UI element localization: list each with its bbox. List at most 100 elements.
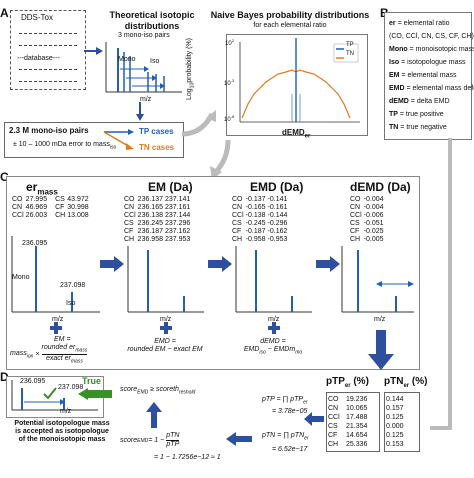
emd-cell: CS xyxy=(232,220,242,227)
nb-chart xyxy=(239,38,360,123)
score-eq-rest: = 1 − xyxy=(148,436,165,444)
nb-chart-frame xyxy=(226,34,368,136)
database-box: DDS-Tox ---database--- xyxy=(10,10,86,90)
ermass-cell: CCl xyxy=(12,212,24,219)
nb-ylabel: Log10probability (%) xyxy=(186,30,196,100)
ptp-title: pTP xyxy=(326,376,345,387)
ytick-bot-base: 10 xyxy=(224,117,231,123)
ptn-product: pTN = ∏ pTNer xyxy=(262,432,309,442)
panel-label-a: A xyxy=(0,6,9,20)
emd-row: CF -0.187 -0.162 xyxy=(232,228,289,236)
panel-c-box xyxy=(6,176,420,370)
ptp-title-sub: er xyxy=(344,383,351,389)
em-cell: 236.165 xyxy=(137,204,163,211)
c-iso-mass: 237.098 xyxy=(60,282,86,289)
f1-pre-sub: ion xyxy=(26,353,34,360)
prob-ptp: 25.336 xyxy=(346,441,368,448)
d-iso-mass: 237.098 xyxy=(58,384,84,391)
prob-ptn: 0.000 xyxy=(386,423,404,430)
legend-text: = delta EMD xyxy=(408,98,450,105)
score-frac-den: pTP xyxy=(166,441,180,448)
demd-cell: -0.004 xyxy=(363,196,384,203)
em-row: CH 236.958 237.953 xyxy=(124,236,192,244)
demd-row: CH -0.005 xyxy=(350,236,386,244)
em-cell: 236.137 xyxy=(137,196,163,203)
table-to-p-arrow xyxy=(304,412,324,426)
em-cell: CO xyxy=(124,196,135,203)
legend-text: (CO, CCl, CN, CS, CF, CH) xyxy=(389,33,474,40)
ytick-bot-exp: -8 xyxy=(230,114,235,119)
legend-text: = true negative xyxy=(398,124,447,131)
prob-er: CH xyxy=(328,441,339,448)
em-cell: 237.144 xyxy=(164,212,191,219)
legend-line: Iso = isotopologue mass xyxy=(389,56,474,69)
legend-text: = elemental ratio xyxy=(395,20,450,27)
f1-times: × xyxy=(35,350,40,358)
ermass-title-sub: mass xyxy=(37,187,58,197)
emd-mz-label: m/z xyxy=(268,316,280,323)
legend-text: = monoisotopic mass xyxy=(407,46,474,53)
nb-subtitle: for each elemental ratio xyxy=(253,22,327,29)
emd-cell: CN xyxy=(232,204,243,211)
score-equation: score EMD = 1 − pTN pTP xyxy=(120,432,180,449)
prob-ptp: 17.488 xyxy=(346,414,368,421)
ytick-mid-base: 10 xyxy=(224,81,231,87)
ermass-cell: CF xyxy=(55,204,65,211)
theo-title: Theoretical isotopic distributions xyxy=(102,10,202,32)
legend-key: Iso xyxy=(389,59,400,66)
theo-spectrum xyxy=(105,42,182,93)
error-text-sub: iso xyxy=(109,144,117,151)
emd-cell: -0.138 xyxy=(245,212,266,219)
c-plus-1 xyxy=(50,322,62,334)
score-eq-sub: EMD xyxy=(137,437,149,444)
legend-key: er xyxy=(389,20,396,27)
side-grey-line xyxy=(430,138,452,430)
nb-xlabel-sub: er xyxy=(304,133,311,140)
emd-cell: -0.137 xyxy=(245,196,266,203)
accept-text: Potential isotopologue mass is accepted … xyxy=(0,420,124,444)
c-arrow-3 xyxy=(316,256,340,272)
f3-c: − EMDm xyxy=(265,346,296,353)
legend-key: Mono xyxy=(389,46,408,53)
em-cell: CS xyxy=(124,220,134,227)
prob-er: CS xyxy=(328,423,338,430)
nb-title: Naive Bayes probability distributions xyxy=(200,10,380,21)
nb-ytick-top: 102 xyxy=(225,38,234,47)
em-cell: CN xyxy=(124,204,135,211)
f1-den-sub: mass xyxy=(70,358,83,365)
score-cond-rest: ≥ scoreth xyxy=(148,386,179,393)
score-up-arrow xyxy=(146,402,162,428)
database-line xyxy=(19,33,77,34)
demd-row: CF -0.025 xyxy=(350,228,386,236)
accept-line1: Potential isotopologue mass xyxy=(14,420,110,427)
ptn-table-title: pTNer (%) xyxy=(384,376,427,389)
panel-label-c: C xyxy=(0,170,9,184)
score-value: = 1 − 1.7256e−12 ≈ 1 xyxy=(154,454,221,461)
emd-spectrum xyxy=(235,246,312,313)
legend-key: dEMD xyxy=(389,98,409,105)
ptp-table-title: pTPer (%) xyxy=(326,376,369,389)
demd-row: CN -0.004 xyxy=(350,204,386,212)
demd-cell: -0.005 xyxy=(363,236,384,243)
d-mz-label: m/z xyxy=(60,408,72,415)
accept-line3: of the monoisotopic mass xyxy=(18,436,106,443)
ermass-cell: 13.008 xyxy=(67,212,89,219)
legend-line: dEMD = delta EMD xyxy=(389,95,474,108)
em-cell: 237.141 xyxy=(164,196,191,203)
nb-legend-tn: TN xyxy=(346,51,354,57)
em-spectrum xyxy=(127,246,204,313)
prob-row: CN 10.065 0.157 xyxy=(328,405,404,412)
prob-row: CH 25.336 0.153 xyxy=(328,441,404,448)
legend-box: er = elemental ratio (CO, CCl, CN, CS, CF… xyxy=(384,12,474,140)
em-cell: 237.953 xyxy=(164,236,191,243)
ermass-row: CN 46.969 CF 30.998 xyxy=(12,204,91,212)
error-text: ± 10 – 1000 mDa error to massiso xyxy=(13,141,116,151)
ermass-title-main: er xyxy=(26,180,38,194)
legend-text: = isotopologue mass xyxy=(399,59,466,66)
database-title: DDS-Tox xyxy=(21,13,54,22)
em-row: CN 236.165 237.161 xyxy=(124,204,192,212)
em-cell: 237.161 xyxy=(164,204,191,211)
em-row: CF 236.187 237.162 xyxy=(124,228,192,236)
theo-iso-label: Iso xyxy=(150,58,160,65)
database-mid-text: ---database--- xyxy=(17,55,60,62)
